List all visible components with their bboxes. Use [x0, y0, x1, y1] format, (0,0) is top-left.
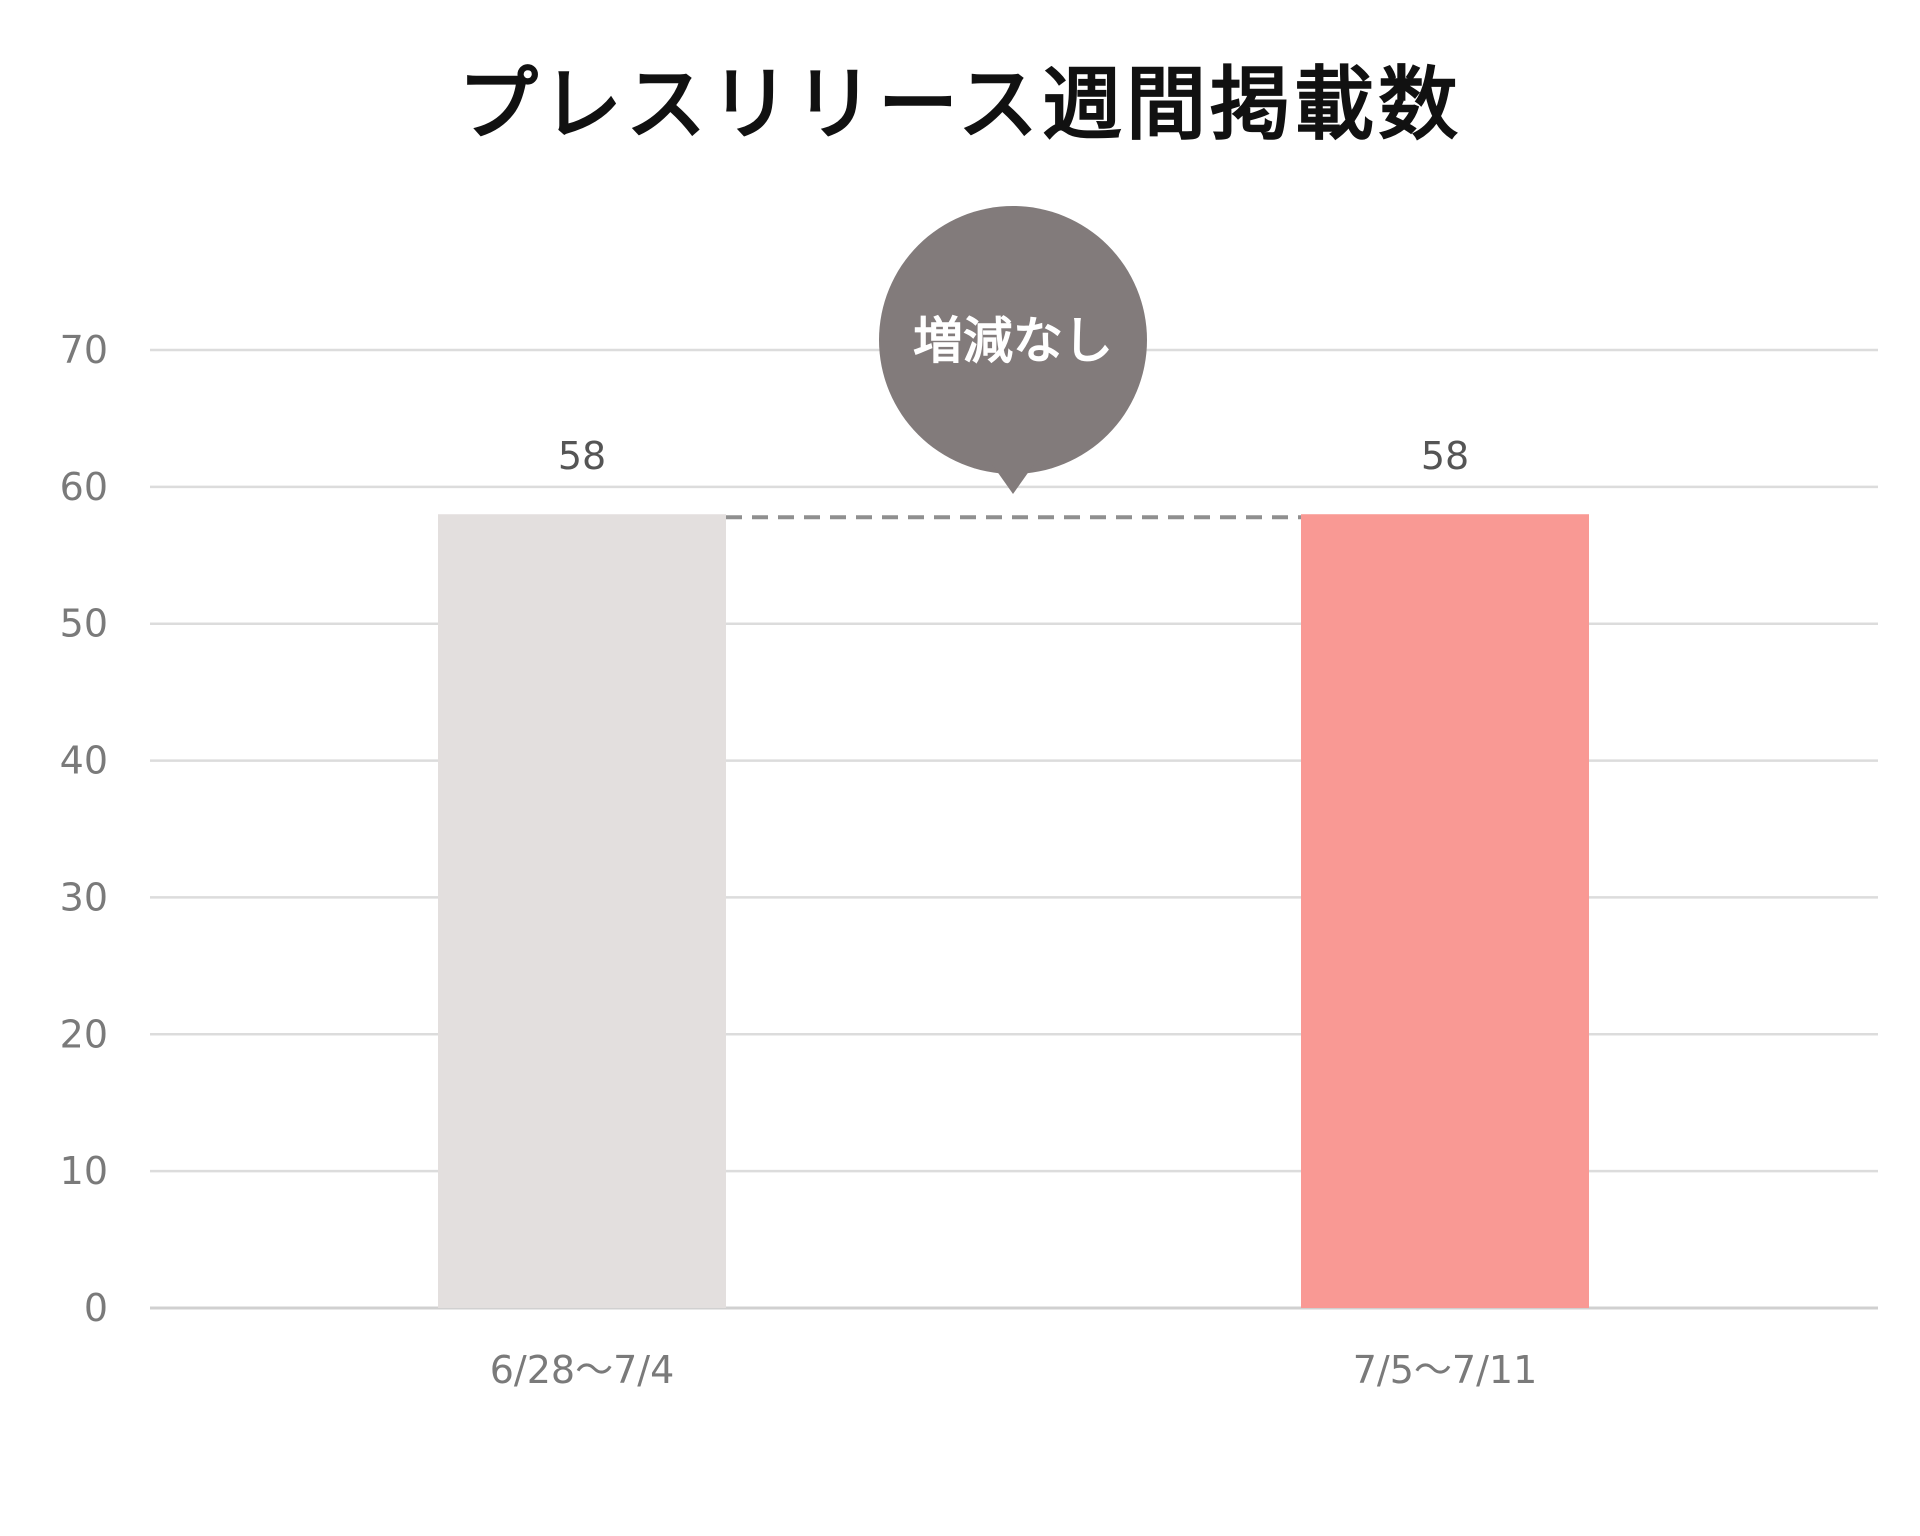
y-axis-ticks: 0 10 20 30 40 50 60 70: [60, 328, 108, 1330]
y-tick-label-10: 10: [60, 1149, 108, 1193]
bar-1: [1301, 514, 1589, 1308]
category-label-1: 7/5〜7/11: [1353, 1348, 1538, 1392]
callout: 増減なし: [879, 206, 1147, 494]
y-tick-label-0: 0: [84, 1286, 108, 1330]
callout-bubble: [879, 206, 1147, 474]
bars: [438, 514, 1589, 1308]
y-tick-label-50: 50: [60, 602, 108, 646]
data-label-0: 58: [558, 434, 606, 478]
y-tick-label-70: 70: [60, 328, 108, 372]
chart-title: プレスリリース週間掲載数: [458, 58, 1462, 151]
data-label-1: 58: [1421, 434, 1469, 478]
y-tick-label-20: 20: [60, 1012, 108, 1056]
callout-pointer: [989, 460, 1037, 494]
y-tick-label-30: 30: [60, 875, 108, 919]
category-label-0: 6/28〜7/4: [490, 1348, 675, 1392]
data-labels: 58 58: [558, 434, 1469, 478]
gridlines: [150, 348, 1878, 1310]
x-axis-categories: 6/28〜7/4 7/5〜7/11: [490, 1348, 1538, 1392]
y-tick-label-60: 60: [60, 465, 108, 509]
bar-0: [438, 514, 726, 1308]
y-tick-label-40: 40: [60, 739, 108, 783]
callout-text: 増減なし: [913, 312, 1113, 370]
